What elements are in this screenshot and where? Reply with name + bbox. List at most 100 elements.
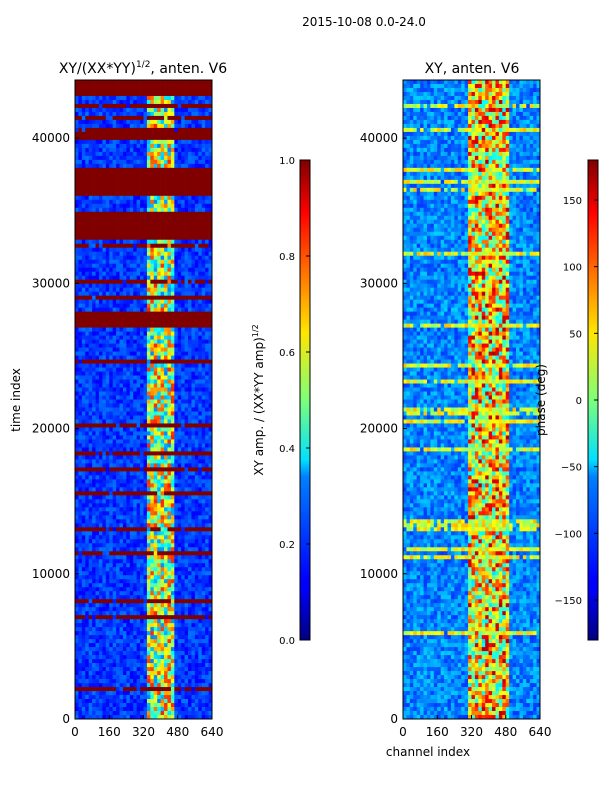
heatmap-cell [174, 255, 179, 261]
heatmap-cell [205, 487, 209, 492]
heatmap-cell [153, 83, 158, 89]
heatmap-cell [198, 567, 203, 572]
heatmap-cell [143, 391, 148, 396]
heatmap-cell [160, 103, 165, 109]
heatmap-cell [198, 215, 203, 221]
heatmap-cell [122, 243, 127, 249]
heatmap-cell [143, 131, 148, 137]
heatmap-cell [170, 323, 175, 328]
heatmap-cell [198, 407, 203, 412]
heatmap-cell [143, 207, 148, 213]
heatmap-cell [81, 555, 86, 560]
heatmap-cell [133, 207, 137, 213]
heatmap-cell [119, 479, 124, 484]
heatmap-cell [191, 103, 196, 109]
heatmap-cell [81, 507, 86, 512]
heatmap-cell [85, 423, 90, 428]
heatmap-cell [174, 575, 179, 580]
heatmap-cell [98, 547, 103, 552]
heatmap-cell [129, 567, 134, 572]
heatmap-cell [122, 347, 127, 352]
heatmap-cell [188, 507, 192, 512]
heatmap-cell [157, 495, 161, 500]
heatmap-cell [150, 375, 155, 380]
heatmap-cell [143, 235, 148, 241]
heatmap-cell [122, 171, 127, 177]
heatmap-cell [140, 339, 144, 344]
heatmap-cell [105, 399, 110, 404]
heatmap-cell [157, 563, 161, 568]
heatmap-cell [140, 547, 144, 552]
heatmap-cell [181, 539, 185, 544]
heatmap-cell [191, 463, 196, 468]
heatmap-cell [205, 447, 209, 452]
heatmap-cell [95, 315, 100, 320]
heatmap-cell [75, 315, 79, 320]
heatmap-cell [153, 379, 158, 384]
heatmap-cell [177, 471, 182, 476]
heatmap-cell [133, 395, 137, 400]
heatmap-cell [133, 431, 137, 436]
heatmap-cell [177, 255, 182, 261]
heatmap-cell [122, 567, 127, 572]
heatmap-cell [109, 275, 114, 281]
heatmap-cell [208, 371, 213, 376]
heatmap-cell [102, 475, 107, 480]
heatmap-cell [177, 295, 182, 300]
heatmap-cell [102, 535, 107, 540]
heatmap-cell [143, 255, 148, 261]
heatmap-cell [81, 127, 86, 133]
heatmap-cell [140, 519, 144, 524]
heatmap-cell [129, 227, 134, 233]
heatmap-cell [167, 563, 172, 568]
heatmap-cell [167, 411, 172, 416]
heatmap-cell [116, 435, 120, 440]
heatmap-cell [157, 327, 161, 332]
heatmap-cell [143, 327, 148, 332]
heatmap-cell [208, 491, 213, 496]
heatmap-cell [102, 223, 107, 229]
heatmap-cell [181, 415, 185, 420]
heatmap-cell [140, 171, 144, 177]
heatmap-cell [205, 515, 209, 520]
heatmap-cell [167, 283, 172, 289]
heatmap-cell [191, 531, 196, 536]
heatmap-cell [102, 415, 107, 420]
heatmap-cell [140, 167, 144, 173]
heatmap-cell [184, 383, 189, 388]
heatmap-cell [194, 471, 199, 476]
heatmap-cell [85, 151, 90, 157]
heatmap-cell [75, 259, 79, 265]
heatmap-cell [126, 159, 131, 165]
heatmap-cell [191, 263, 196, 269]
heatmap-cell [170, 387, 175, 392]
heatmap-cell [109, 507, 114, 512]
heatmap-cell [167, 131, 172, 137]
heatmap-cell [78, 479, 83, 484]
heatmap-cell [153, 471, 158, 476]
heatmap-cell [167, 383, 172, 388]
heatmap-cell [167, 175, 172, 181]
heatmap-cell [170, 419, 175, 424]
heatmap-cell [143, 435, 148, 440]
heatmap-cell [205, 527, 209, 532]
heatmap-cell [184, 167, 189, 173]
heatmap-cell [201, 363, 206, 368]
heatmap-cell [188, 459, 192, 464]
heatmap-cell [194, 295, 199, 300]
heatmap-cell [126, 443, 131, 448]
heatmap-cell [188, 411, 192, 416]
heatmap-cell [201, 271, 206, 277]
heatmap-cell [174, 303, 179, 308]
heatmap-cell [102, 427, 107, 432]
heatmap-cell [150, 439, 155, 444]
heatmap-cell [122, 355, 127, 360]
heatmap-cell [140, 523, 144, 528]
heatmap-cell [174, 403, 179, 408]
heatmap-cell [75, 503, 79, 508]
heatmap-cell [133, 547, 137, 552]
heatmap-cell [88, 483, 93, 488]
heatmap-cell [194, 447, 199, 452]
heatmap-cell [78, 407, 83, 412]
heatmap-cell [109, 231, 114, 237]
